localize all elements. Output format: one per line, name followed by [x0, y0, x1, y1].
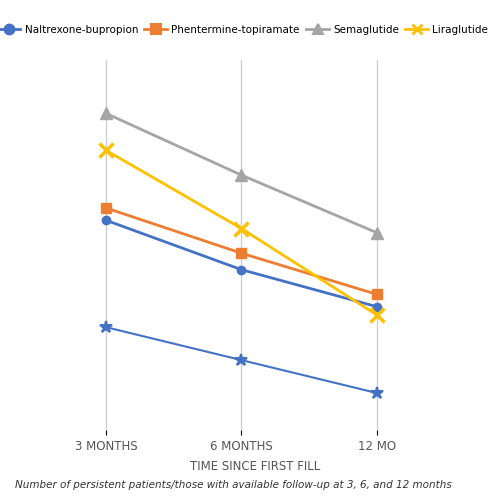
X-axis label: TIME SINCE FIRST FILL: TIME SINCE FIRST FILL: [190, 460, 320, 472]
Legend: Naltrexone-bupropion, Phentermine-topiramate, Semaglutide, Liraglutide: Naltrexone-bupropion, Phentermine-topira…: [0, 21, 492, 39]
Text: Number of persistent patients/those with available follow-up at 3, 6, and 12 mon: Number of persistent patients/those with…: [15, 480, 452, 490]
